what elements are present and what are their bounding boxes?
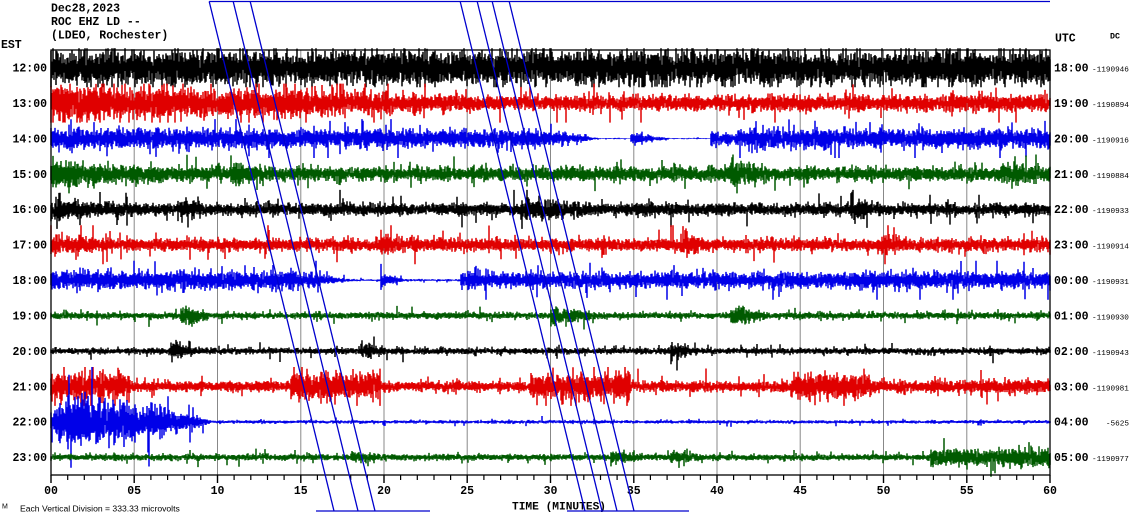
svg-text:05: 05 bbox=[127, 485, 141, 498]
svg-text:15: 15 bbox=[294, 485, 308, 498]
svg-text:23:00: 23:00 bbox=[1054, 240, 1089, 253]
svg-text:-1190914: -1190914 bbox=[1092, 244, 1129, 252]
svg-text:Dec28,2023: Dec28,2023 bbox=[51, 3, 120, 16]
svg-text:00: 00 bbox=[44, 485, 58, 498]
svg-text:03:00: 03:00 bbox=[1054, 381, 1089, 394]
svg-text:18:00: 18:00 bbox=[1054, 63, 1089, 76]
svg-text:00:00: 00:00 bbox=[1054, 275, 1089, 288]
svg-text:21:00: 21:00 bbox=[1054, 169, 1089, 182]
svg-text:13:00: 13:00 bbox=[12, 98, 47, 111]
svg-text:23:00: 23:00 bbox=[12, 452, 47, 465]
svg-text:-1190981: -1190981 bbox=[1092, 385, 1129, 393]
svg-text:ROC EHZ LD --: ROC EHZ LD -- bbox=[51, 16, 141, 29]
svg-text:DC: DC bbox=[1110, 33, 1120, 42]
svg-text:-1190916: -1190916 bbox=[1092, 137, 1129, 145]
svg-text:55: 55 bbox=[960, 485, 974, 498]
svg-text:22:00: 22:00 bbox=[12, 417, 47, 430]
svg-text:04:00: 04:00 bbox=[1054, 417, 1089, 430]
svg-text:22:00: 22:00 bbox=[1054, 204, 1089, 217]
svg-text:-5625: -5625 bbox=[1106, 421, 1129, 429]
svg-text:12:00: 12:00 bbox=[12, 63, 47, 76]
svg-text:-1190884: -1190884 bbox=[1092, 173, 1129, 181]
svg-text:-1190930: -1190930 bbox=[1092, 314, 1129, 322]
svg-text:EST: EST bbox=[1, 39, 22, 52]
svg-text:TIME (MINUTES): TIME (MINUTES) bbox=[512, 502, 606, 514]
svg-text:19:00: 19:00 bbox=[12, 310, 47, 323]
svg-text:Each Vertical Division = 333.: Each Vertical Division = 333.33 microvol… bbox=[20, 503, 180, 513]
svg-text:-1190931: -1190931 bbox=[1092, 279, 1129, 287]
svg-text:20: 20 bbox=[377, 485, 391, 498]
svg-text:-1190933: -1190933 bbox=[1092, 208, 1129, 216]
svg-text:16:00: 16:00 bbox=[12, 204, 47, 217]
svg-text:17:00: 17:00 bbox=[12, 240, 47, 253]
svg-text:14:00: 14:00 bbox=[12, 133, 47, 146]
svg-text:02:00: 02:00 bbox=[1054, 346, 1089, 359]
svg-text:20:00: 20:00 bbox=[12, 346, 47, 359]
svg-text:19:00: 19:00 bbox=[1054, 98, 1089, 111]
svg-text:21:00: 21:00 bbox=[12, 381, 47, 394]
svg-text:01:00: 01:00 bbox=[1054, 310, 1089, 323]
svg-text:10: 10 bbox=[211, 485, 225, 498]
svg-text:50: 50 bbox=[877, 485, 891, 498]
svg-text:45: 45 bbox=[793, 485, 807, 498]
svg-text:-1190946: -1190946 bbox=[1092, 67, 1129, 75]
svg-text:UTC: UTC bbox=[1055, 33, 1076, 46]
svg-text:40: 40 bbox=[710, 485, 724, 498]
svg-text:-1190894: -1190894 bbox=[1092, 102, 1129, 110]
svg-text:05:00: 05:00 bbox=[1054, 452, 1089, 465]
svg-text:25: 25 bbox=[460, 485, 474, 498]
svg-text:30: 30 bbox=[544, 485, 558, 498]
svg-text:(LDEO, Rochester): (LDEO, Rochester) bbox=[51, 30, 168, 43]
svg-text:20:00: 20:00 bbox=[1054, 133, 1089, 146]
svg-text:M: M bbox=[2, 504, 8, 511]
svg-text:15:00: 15:00 bbox=[12, 169, 47, 182]
svg-text:60: 60 bbox=[1043, 485, 1057, 498]
svg-text:-1190943: -1190943 bbox=[1092, 350, 1129, 358]
svg-text:-1190977: -1190977 bbox=[1092, 456, 1129, 464]
svg-text:18:00: 18:00 bbox=[12, 275, 47, 288]
